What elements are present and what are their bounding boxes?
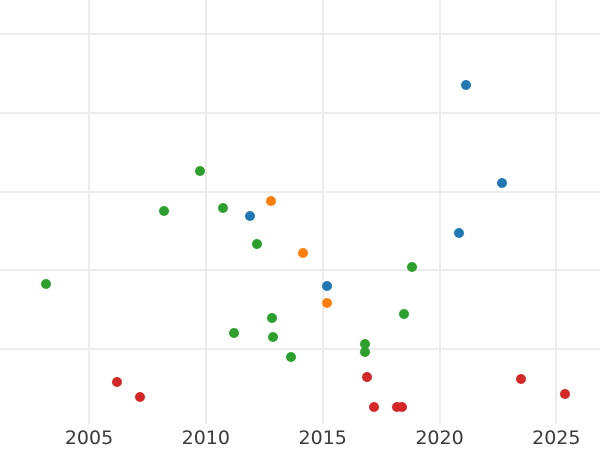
data-point-blue — [244, 210, 255, 221]
data-point-green — [359, 339, 370, 350]
data-point-orange — [298, 248, 308, 258]
gridline-horizontal — [0, 190, 600, 193]
data-point-orange — [265, 196, 276, 207]
gridline-horizontal — [0, 348, 600, 351]
data-point-red — [362, 372, 373, 383]
data-point-red — [112, 377, 122, 388]
gridline-vertical — [321, 0, 324, 424]
data-point-green — [41, 279, 52, 290]
data-point-blue — [454, 228, 465, 239]
data-point-red — [516, 374, 527, 385]
data-point-green — [218, 203, 228, 214]
data-point-green — [398, 309, 409, 319]
data-point-red — [369, 402, 380, 413]
gridline-horizontal — [0, 33, 600, 35]
x-tick-label: 2005 — [64, 427, 114, 449]
gridline-horizontal — [0, 111, 600, 114]
x-tick-label: 2010 — [181, 427, 230, 449]
x-tick-label: 2020 — [415, 427, 464, 449]
data-point-green — [266, 313, 277, 324]
data-point-orange — [321, 298, 332, 308]
data-point-red — [392, 402, 402, 413]
x-tick-label: 2015 — [298, 427, 347, 449]
data-point-green — [267, 332, 278, 343]
data-point-blue — [496, 177, 507, 188]
gridline-horizontal — [0, 269, 600, 272]
data-point-red — [135, 391, 145, 402]
x-tick-label: 2025 — [532, 427, 581, 449]
data-point-green — [286, 351, 296, 362]
gridline-vertical — [88, 0, 90, 424]
data-point-green — [360, 346, 370, 357]
data-point-red — [560, 389, 571, 400]
data-point-green — [252, 238, 263, 249]
data-point-green — [228, 328, 239, 339]
gridline-vertical — [204, 0, 207, 424]
data-point-red — [397, 402, 408, 413]
gridline-vertical — [555, 0, 558, 424]
data-point-green — [407, 261, 418, 272]
data-point-blue — [460, 80, 471, 91]
data-point-green — [195, 166, 206, 176]
data-point-blue — [321, 281, 332, 292]
gridline-vertical — [438, 0, 441, 424]
data-point-green — [159, 205, 170, 216]
